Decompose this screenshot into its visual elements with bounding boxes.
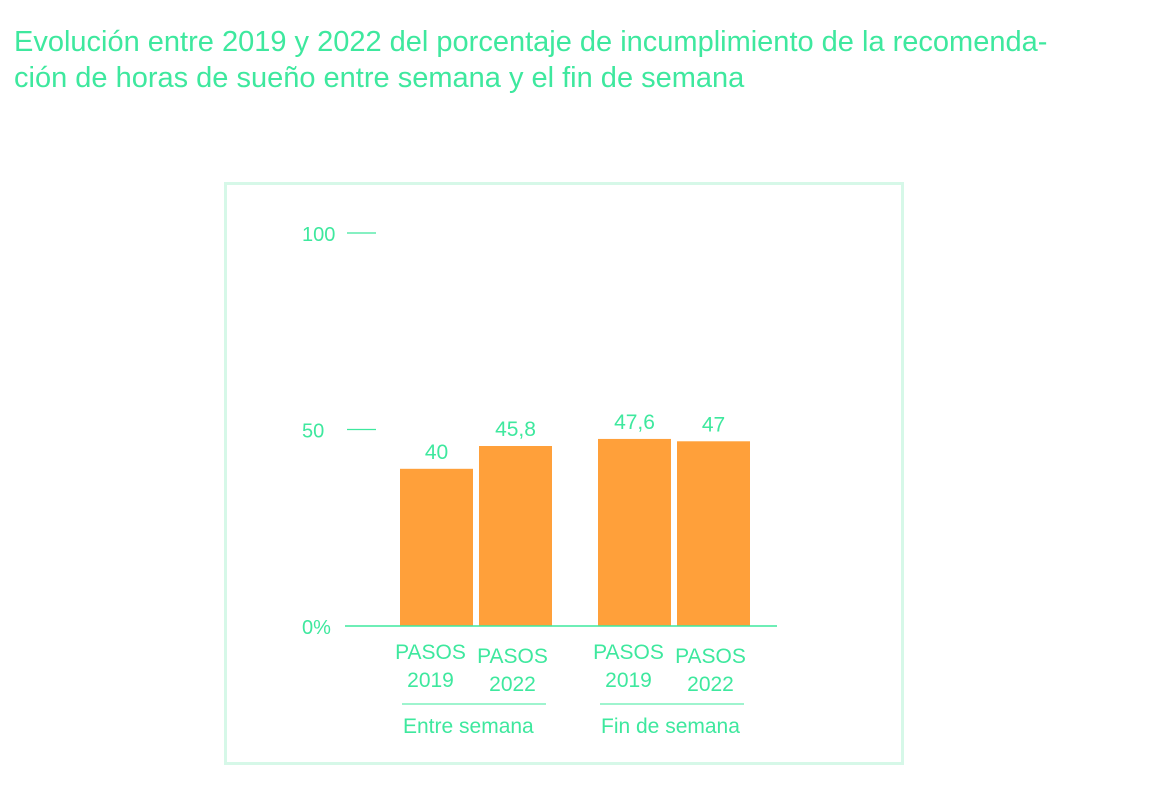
x-tick-label: PASOS — [675, 645, 746, 668]
x-tick-label: PASOS — [593, 641, 664, 664]
bar-value-label: 47,6 — [614, 411, 655, 434]
x-tick-label: PASOS — [395, 641, 466, 664]
bar — [677, 441, 750, 626]
x-tick-label: 2022 — [489, 673, 536, 696]
chart-frame — [224, 182, 904, 765]
bar-value-label: 47 — [702, 413, 725, 436]
chart-title: Evolución entre 2019 y 2022 del porcenta… — [14, 24, 1144, 96]
x-tick-label: 2022 — [687, 673, 734, 696]
x-tick-label: 2019 — [407, 669, 454, 692]
group-label: Fin de semana — [601, 715, 740, 738]
bar-value-label: 45,8 — [495, 418, 536, 441]
y-tick-label: 50 — [302, 421, 324, 443]
title-line-1: Evolución entre 2019 y 2022 del porcenta… — [14, 26, 1048, 58]
group-label: Entre semana — [403, 715, 534, 738]
y-tick-label: 0% — [302, 617, 331, 639]
title-line-2: ción de horas de sueño entre semana y el… — [14, 62, 745, 94]
y-tick-label: 100 — [302, 224, 335, 246]
bar — [598, 438, 671, 626]
bar — [479, 446, 552, 626]
bar-value-label: 40 — [425, 441, 448, 464]
x-tick-label: 2019 — [605, 669, 652, 692]
bar — [400, 468, 473, 626]
x-tick-label: PASOS — [477, 645, 548, 668]
